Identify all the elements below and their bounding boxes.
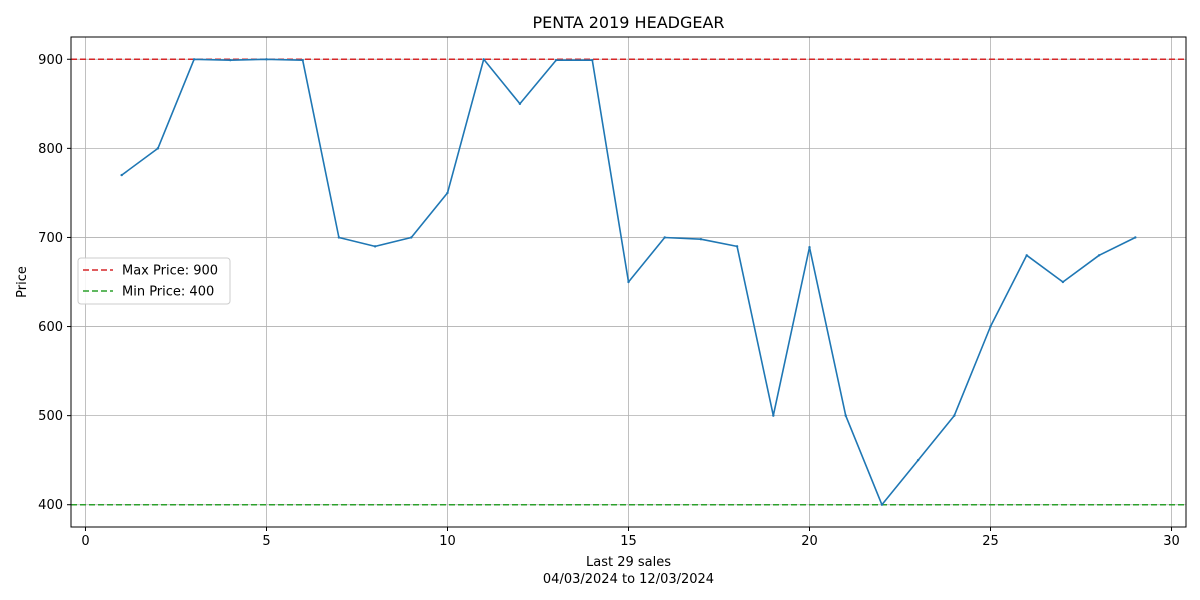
data-point [591,58,594,62]
x-axis-ticks: 0 5 10 15 20 25 30 [81,527,1180,549]
legend: Max Price: 900 Min Price: 400 [77,257,231,305]
legend-label-max-price: Max Price: 900 [122,264,218,279]
data-point [953,414,956,417]
data-point [916,458,920,462]
y-tick-label: 400 [38,498,63,513]
x-axis-date-range: 04/03/2024 to 12/03/2024 [543,572,714,587]
data-point [265,58,268,61]
data-point [337,236,341,239]
x-tick-label: 15 [620,534,637,549]
data-point [1134,236,1137,239]
data-point [808,246,811,249]
data-point [1097,254,1101,257]
data-point [373,245,377,248]
x-tick-label: 20 [801,534,818,549]
data-point [301,58,304,62]
data-point [989,325,992,328]
data-point [554,58,558,62]
data-point [229,58,232,62]
data-point [120,173,123,177]
y-axis-label: Price [15,266,30,298]
y-tick-label: 500 [38,409,63,424]
data-point [772,414,775,417]
data-point [663,236,666,239]
chart-title: PENTA 2019 HEADGEAR [532,13,724,32]
data-point [1025,254,1028,257]
data-point [410,236,413,239]
y-tick-label: 800 [38,142,63,157]
x-axis-label: Last 29 sales [586,555,671,570]
x-tick-label: 0 [81,534,89,549]
x-tick-label: 25 [982,534,999,549]
data-point [1061,280,1065,284]
data-point [192,58,196,61]
data-point [518,102,522,106]
x-tick-label: 30 [1163,534,1180,549]
x-tick-label: 5 [262,534,270,549]
data-point [156,147,160,150]
data-point [446,191,449,195]
x-tick-label: 10 [439,534,456,549]
data-point [699,238,703,241]
data-point [627,280,630,284]
y-tick-label: 700 [38,231,63,246]
data-point [735,245,739,248]
y-axis-ticks: 400 500 600 700 800 900 [38,53,71,513]
data-point [880,503,884,506]
legend-label-min-price: Min Price: 400 [122,285,214,300]
y-tick-label: 900 [38,53,63,68]
y-tick-label: 600 [38,320,63,335]
legend-box [77,257,231,305]
data-point [844,414,847,417]
data-point [482,58,485,61]
series-group [120,58,1137,506]
